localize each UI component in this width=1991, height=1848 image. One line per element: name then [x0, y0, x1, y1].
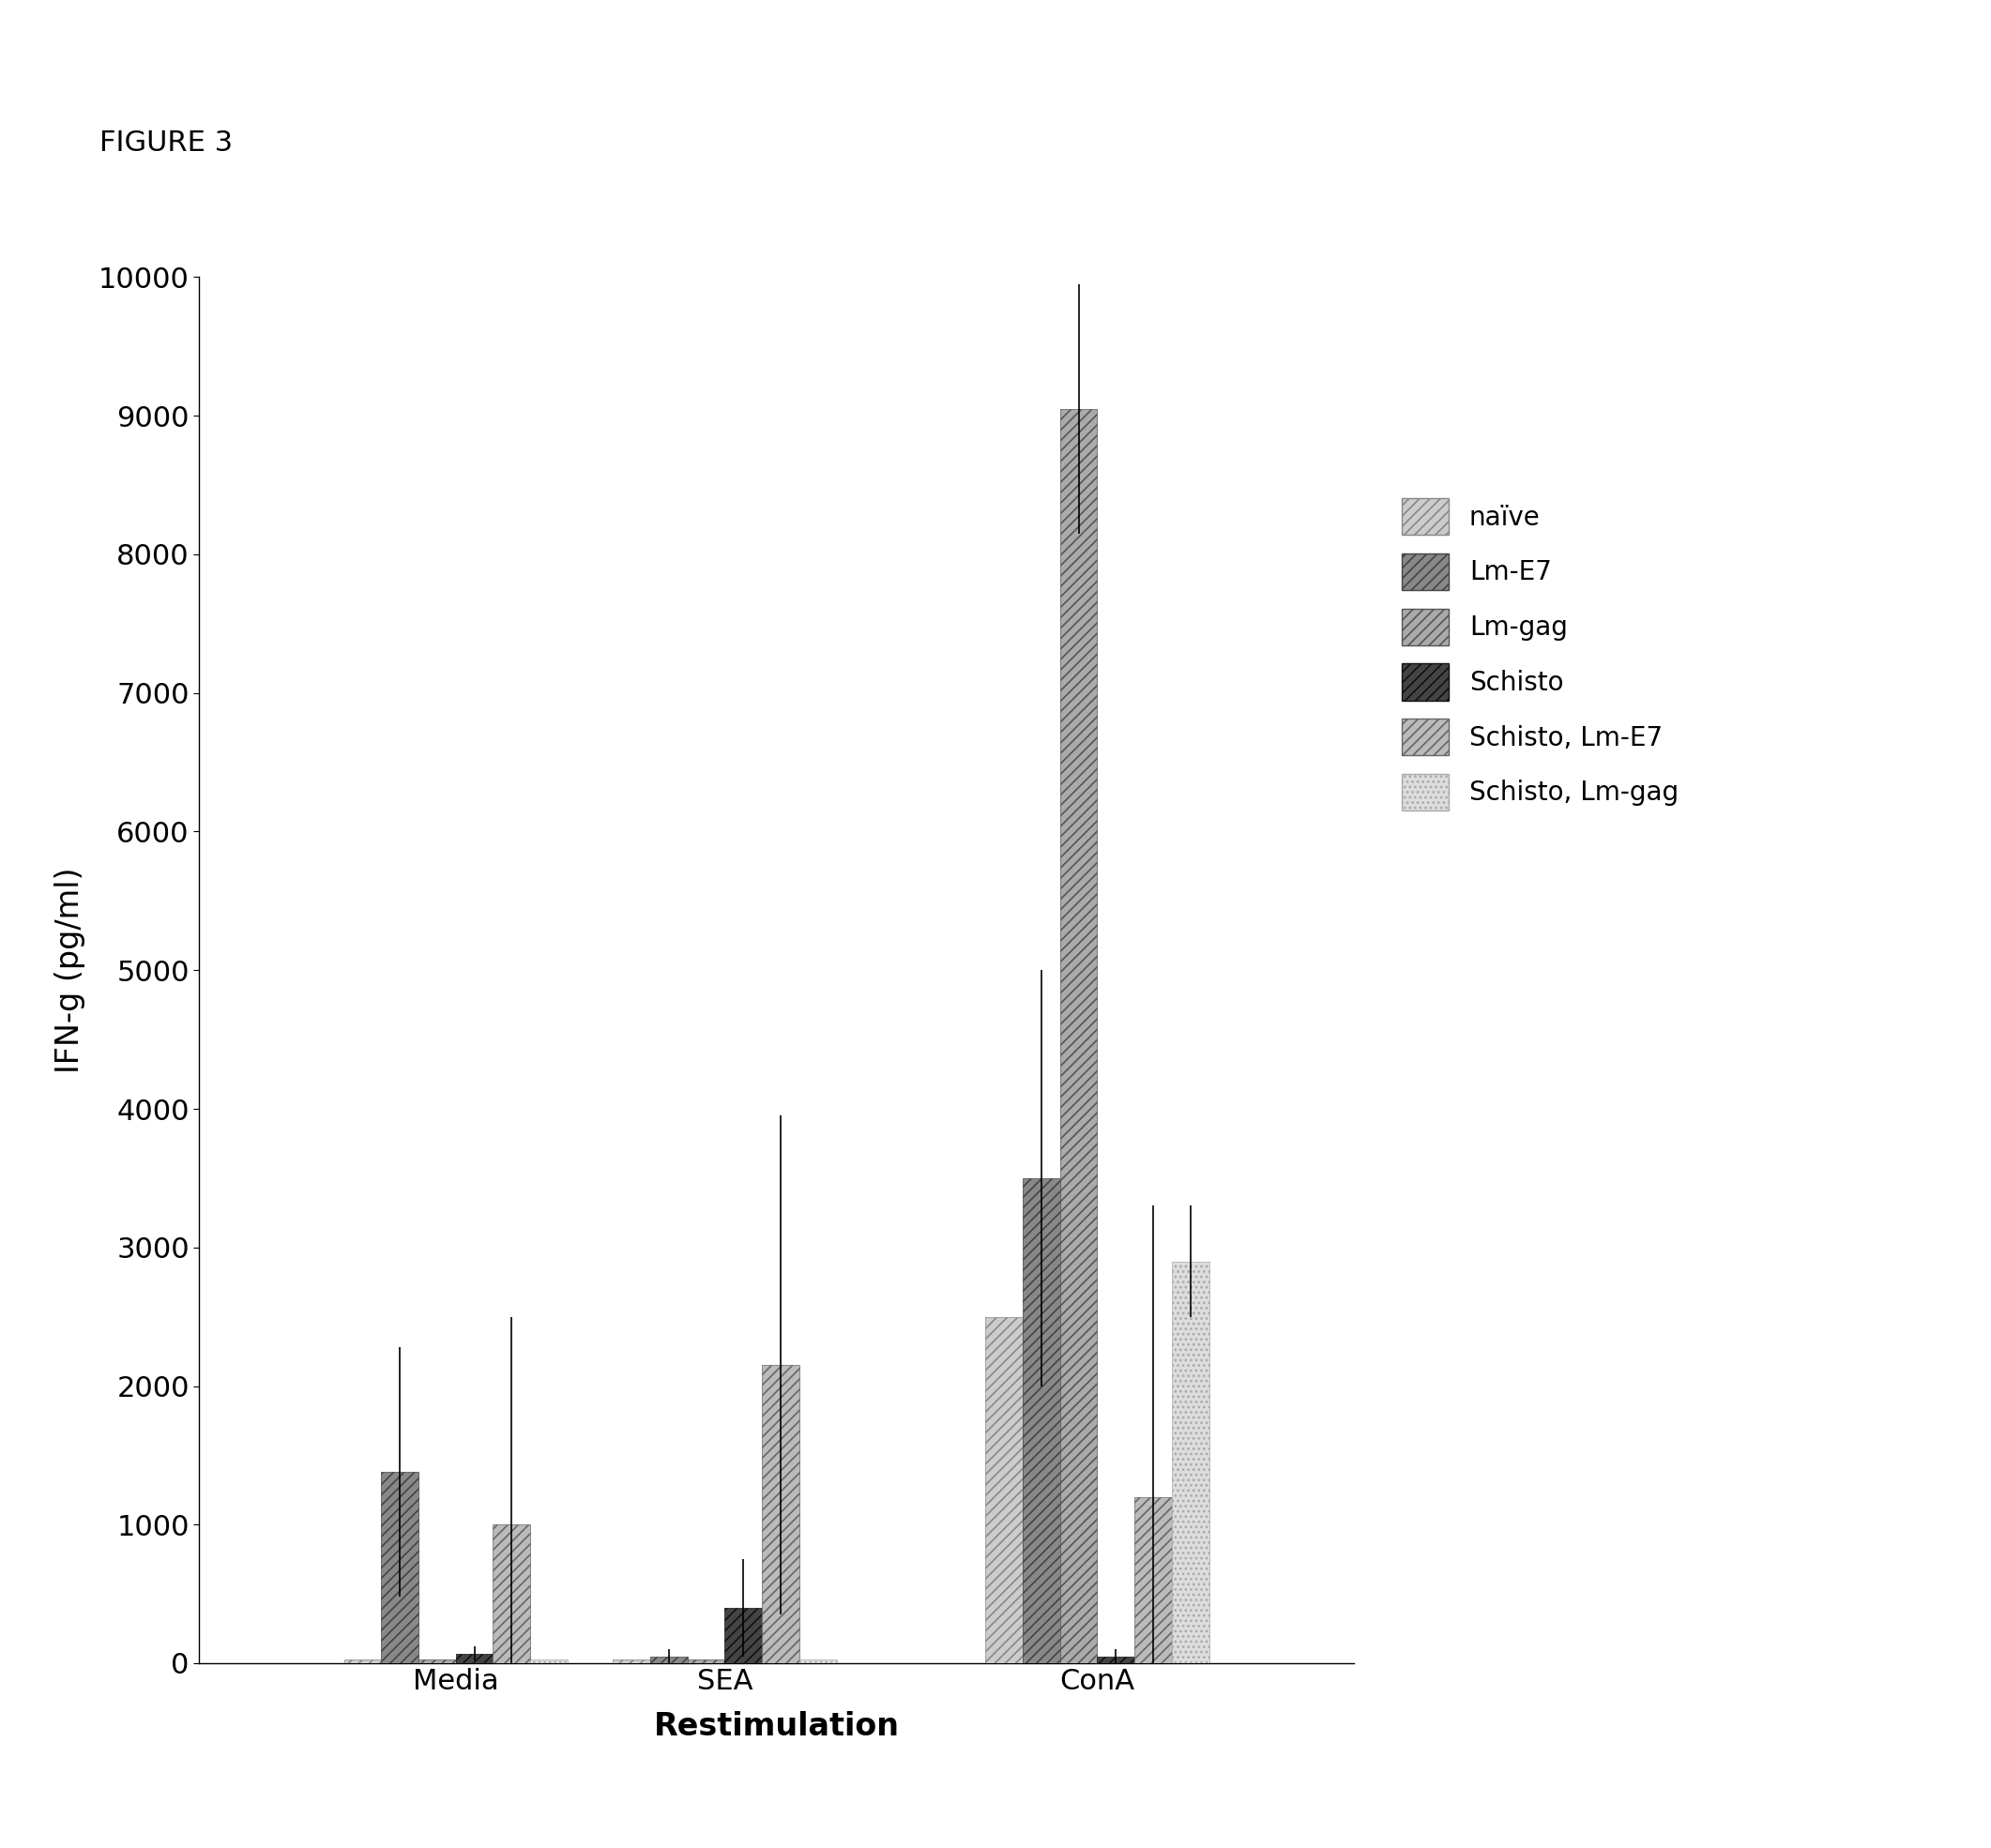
Bar: [613, 1660, 651, 1663]
Bar: [530, 1660, 567, 1663]
Bar: [1097, 1656, 1135, 1663]
X-axis label: Restimulation: Restimulation: [653, 1711, 900, 1741]
Bar: [986, 1316, 1023, 1663]
Bar: [456, 1654, 494, 1663]
Bar: [418, 1660, 456, 1663]
Bar: [798, 1660, 836, 1663]
Bar: [1023, 1179, 1059, 1663]
Legend: naïve, Lm-E7, Lm-gag, Schisto, Schisto, Lm-E7, Schisto, Lm-gag: naïve, Lm-E7, Lm-gag, Schisto, Schisto, …: [1402, 499, 1678, 811]
Bar: [494, 1525, 530, 1663]
Bar: [725, 1608, 763, 1663]
Text: FIGURE 3: FIGURE 3: [100, 129, 233, 157]
Bar: [1135, 1497, 1173, 1663]
Bar: [687, 1660, 725, 1663]
Bar: [651, 1656, 687, 1663]
Bar: [763, 1366, 798, 1663]
Bar: [380, 1471, 418, 1663]
Bar: [1059, 408, 1097, 1663]
Bar: [1173, 1260, 1209, 1663]
Bar: [344, 1660, 380, 1663]
Y-axis label: IFN-g (pg/ml): IFN-g (pg/ml): [54, 867, 86, 1074]
